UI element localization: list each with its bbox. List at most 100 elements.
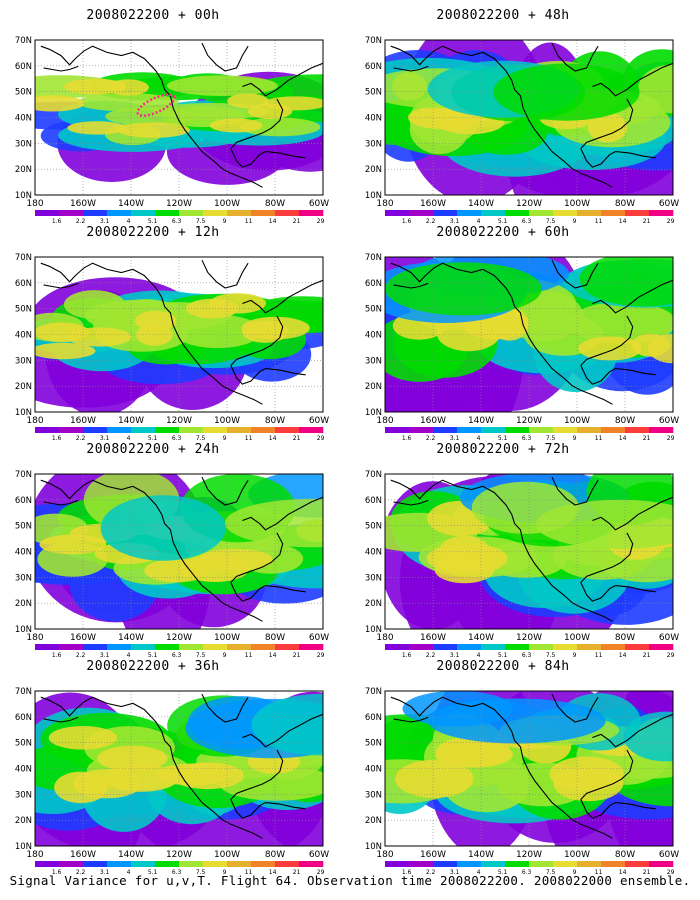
colorbar-swatch bbox=[529, 210, 554, 216]
colorbar-swatch bbox=[625, 210, 650, 216]
lon-label: 140W bbox=[468, 633, 494, 643]
colorbar-label: 3.1 bbox=[100, 652, 110, 657]
lat-label: 70N bbox=[15, 36, 32, 46]
graticule bbox=[35, 691, 323, 846]
coastlines bbox=[390, 476, 673, 622]
colorbar-label: 7.5 bbox=[196, 652, 206, 657]
variance-contour bbox=[493, 63, 640, 121]
colorbar-swatch bbox=[553, 427, 578, 433]
colorbar-label: 14 bbox=[269, 869, 277, 874]
colorbar-label: 3.1 bbox=[450, 869, 460, 874]
colorbar-swatch bbox=[227, 427, 252, 433]
lon-label: 160W bbox=[420, 850, 446, 860]
lon-label: 160W bbox=[420, 199, 446, 209]
lon-label: 140W bbox=[118, 199, 144, 209]
lat-label: 50N bbox=[15, 88, 32, 98]
lat-label: 10N bbox=[15, 191, 32, 201]
colorbar-swatch bbox=[385, 427, 410, 433]
colorbar-label: 3.1 bbox=[100, 435, 110, 440]
variance-contour bbox=[638, 64, 673, 114]
colorbar-label: 4 bbox=[127, 435, 131, 440]
map-panel-p72: 2008022200 + 72h 70N 60N 50N 40N 30N 20N 10N 180… bbox=[358, 442, 690, 660]
colorbar-label: 6.3 bbox=[522, 218, 532, 223]
lon-label: 80W bbox=[265, 850, 285, 860]
colorbar-label: 9 bbox=[223, 652, 227, 657]
lat-label: 40N bbox=[15, 548, 32, 558]
colorbar-swatch bbox=[107, 861, 132, 867]
colorbar-label: 2.2 bbox=[76, 435, 86, 440]
colorbar-label: 5.1 bbox=[148, 435, 158, 440]
colorbar-swatch bbox=[481, 644, 506, 650]
colorbar-swatch bbox=[107, 210, 132, 216]
variance-contour bbox=[434, 555, 495, 584]
coastlines bbox=[40, 259, 323, 405]
map-frame bbox=[384, 256, 674, 413]
lon-label: 120W bbox=[516, 416, 542, 426]
lon-label: 60W bbox=[659, 850, 679, 860]
lon-label: 140W bbox=[468, 850, 494, 860]
colorbar-swatch bbox=[155, 427, 180, 433]
lon-label: 80W bbox=[265, 633, 285, 643]
lon-label: 60W bbox=[309, 850, 329, 860]
colorbar-label: 7.5 bbox=[196, 218, 206, 223]
colorbar-label: 5.1 bbox=[498, 435, 508, 440]
colorbar-swatch bbox=[203, 210, 228, 216]
lon-label: 160W bbox=[420, 416, 446, 426]
variance-contour bbox=[483, 541, 567, 578]
lon-label: 180 bbox=[26, 199, 43, 209]
lon-label: 60W bbox=[659, 633, 679, 643]
lat-label: 30N bbox=[365, 139, 382, 149]
colorbar-label: 3.1 bbox=[100, 869, 110, 874]
panel-title: 2008022200 + 00h bbox=[86, 8, 220, 23]
colorbar-label: 11 bbox=[595, 652, 603, 657]
colorbar-label: 1.6 bbox=[402, 869, 412, 874]
colorbar-swatch bbox=[505, 861, 530, 867]
lat-label: 10N bbox=[15, 408, 32, 418]
map-frame bbox=[384, 690, 674, 847]
colorbar-label: 21 bbox=[293, 435, 301, 440]
variance-contour bbox=[623, 711, 673, 762]
colorbar-swatch bbox=[59, 861, 84, 867]
lat-label: 10N bbox=[15, 625, 32, 635]
colorbar-swatch bbox=[251, 644, 276, 650]
lon-label: 120W bbox=[516, 199, 542, 209]
colorbar-swatch bbox=[529, 427, 554, 433]
colorbar-swatch bbox=[59, 644, 84, 650]
colorbar-swatch bbox=[275, 644, 300, 650]
colorbar-label: 6.3 bbox=[522, 435, 532, 440]
lon-label: 80W bbox=[615, 199, 635, 209]
lat-label: 50N bbox=[15, 305, 32, 315]
lat-label: 30N bbox=[15, 139, 32, 149]
colorbar-label: 4 bbox=[477, 652, 481, 657]
colorbar-swatch bbox=[59, 427, 84, 433]
colorbar-label: 11 bbox=[595, 435, 603, 440]
figure-caption: Signal Variance for u,v,T. Flight 64. Ob… bbox=[9, 873, 691, 888]
map-frame bbox=[34, 39, 324, 196]
lon-label: 160W bbox=[70, 850, 96, 860]
colorbar-swatch bbox=[553, 861, 578, 867]
lat-label: 70N bbox=[15, 687, 32, 697]
colorbar-label: 3.1 bbox=[450, 218, 460, 223]
variance-field bbox=[35, 474, 323, 629]
colorbar-label: 11 bbox=[595, 869, 603, 874]
panel-title: 2008022200 + 24h bbox=[86, 442, 220, 457]
lon-label: 120W bbox=[516, 633, 542, 643]
colorbar-label: 1.6 bbox=[52, 652, 62, 657]
variance-contour bbox=[35, 322, 90, 343]
colorbar-label: 2.2 bbox=[426, 218, 436, 223]
colorbar-swatch bbox=[203, 861, 228, 867]
colorbar-swatch bbox=[433, 861, 458, 867]
colorbar-label: 1.6 bbox=[402, 435, 412, 440]
lat-label: 20N bbox=[365, 816, 382, 826]
colorbar-label: 4 bbox=[127, 869, 131, 874]
lat-label: 20N bbox=[15, 816, 32, 826]
colorbar-swatch bbox=[577, 644, 602, 650]
graticule bbox=[385, 257, 673, 412]
colorbar-swatch bbox=[275, 210, 300, 216]
colorbar-swatch bbox=[275, 427, 300, 433]
lat-label: 20N bbox=[365, 382, 382, 392]
colorbar-label: 6.3 bbox=[522, 869, 532, 874]
lat-label: 10N bbox=[365, 842, 382, 852]
